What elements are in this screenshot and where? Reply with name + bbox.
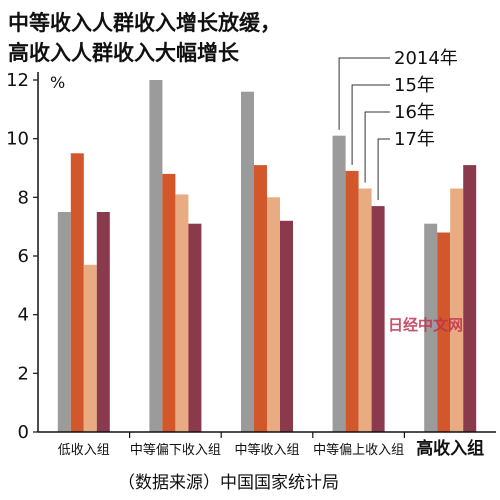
- bar-0-0: [57, 212, 71, 432]
- legend-leader-2: [364, 111, 390, 183]
- bar-4-2: [450, 188, 464, 432]
- bar-0-3: [96, 212, 110, 432]
- y-tick-label-2: 4: [18, 305, 29, 326]
- legend-label-3: 17年: [394, 129, 435, 150]
- bars-layer: [57, 80, 477, 433]
- y-tick-label-0: 0: [18, 422, 29, 443]
- y-tick-label-3: 6: [18, 246, 29, 267]
- legend-label-2: 16年: [394, 102, 435, 123]
- bar-2-3: [280, 220, 293, 432]
- legend-leader-3: [377, 138, 390, 201]
- bar-3-2: [358, 188, 372, 432]
- chart-title-line-1: 中等收入人群收入增长放缓，: [8, 11, 281, 35]
- y-tick-label-5: 10: [6, 129, 29, 150]
- category-label-2: 中等收入组: [234, 442, 299, 458]
- chart-title-line-2: 高收入人群收入大幅增长: [8, 41, 240, 65]
- bar-2-2: [267, 197, 280, 432]
- y-tick-label-1: 2: [18, 363, 29, 384]
- category-label-1: 中等偏下收入组: [130, 442, 221, 458]
- bar-1-1: [162, 173, 176, 432]
- bar-2-1: [254, 165, 267, 432]
- category-label-4: 高收入组: [416, 438, 484, 459]
- bar-3-1: [345, 170, 359, 432]
- bar-1-0: [149, 80, 163, 432]
- chart-source: （数据来源）中国国家统计局: [118, 473, 339, 493]
- legend-leader-0: [338, 57, 390, 130]
- legend-leader-1: [351, 84, 390, 165]
- legend-label-0: 2014年: [394, 48, 458, 69]
- bar-3-0: [332, 135, 346, 432]
- axes-layer: 低收入组 中等偏下收入组 中等收入组 中等偏上收入组 高收入组 0 2 4 6 8 10 12: [6, 70, 496, 459]
- legend-label-1: 15年: [394, 75, 435, 96]
- bar-0-1: [70, 153, 84, 433]
- bar-3-3: [371, 206, 385, 432]
- category-label-3: 中等偏上收入组: [313, 442, 404, 458]
- bar-2-0: [241, 91, 254, 432]
- legend: 2014年 15年 16年 17年: [338, 48, 458, 201]
- bar-4-1: [437, 232, 451, 432]
- y-tick-label-6: 12: [6, 70, 29, 91]
- y-tick-label-4: 8: [18, 187, 29, 208]
- bar-1-2: [175, 194, 189, 432]
- bar-0-2: [83, 264, 97, 432]
- y-axis-unit: %: [50, 73, 65, 92]
- category-label-0: 低收入组: [58, 443, 110, 458]
- bar-4-3: [463, 165, 477, 432]
- watermark: 日经中文网: [388, 316, 463, 334]
- bar-4-0: [424, 223, 438, 432]
- bar-1-3: [188, 223, 202, 432]
